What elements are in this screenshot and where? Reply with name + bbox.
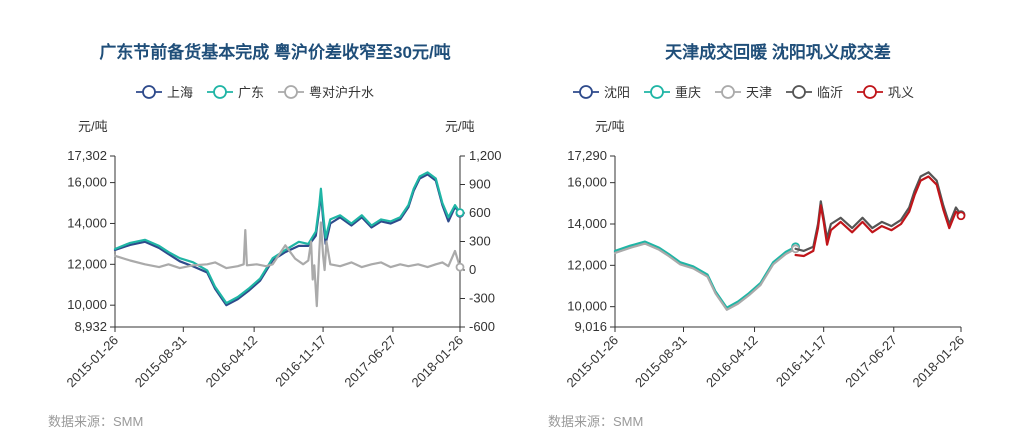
legend-label-临沂: 临沂	[817, 85, 843, 100]
y-right-tick-label: -600	[469, 319, 495, 334]
legend-marker-广东	[213, 85, 227, 99]
x-tick-label: 2015-01-26	[63, 333, 121, 391]
x-tick-label: 2015-01-26	[563, 333, 621, 391]
x-tick-label: 2016-11-17	[773, 333, 830, 390]
legend-marker-上海	[142, 85, 156, 99]
legend-marker-沈阳	[579, 85, 593, 99]
y-right-tick-label: 0	[469, 262, 476, 277]
y-left-tick-label: 17,290	[567, 148, 607, 163]
y-left-tick-label: 14,000	[67, 215, 107, 230]
y-left-tick-label: 17,302	[67, 148, 107, 163]
legend-marker-粤对沪升水	[284, 85, 298, 99]
y-left-tick-label: 8,932	[74, 319, 107, 334]
y-left-tick-label: 12,000	[567, 257, 607, 272]
x-tick-label: 2016-11-17	[272, 333, 329, 390]
legend-marker-重庆	[650, 85, 664, 99]
series-line-粤对沪升水	[113, 221, 462, 308]
x-tick-label: 2015-08-31	[132, 333, 190, 391]
series-line-天津	[613, 242, 797, 311]
chart-title: 广东节前备货基本完成 粤沪价差收窄至30元/吨	[99, 42, 450, 62]
source-note: 数据来源：SMM	[48, 414, 143, 429]
plot-area: 17,302 16,000 14,000 12,000 10,000 8,932 1,200…	[63, 148, 501, 390]
y-right-tick-label: -300	[469, 291, 495, 306]
x-tick-label: 2016-04-12	[703, 333, 761, 391]
y-left-unit-label: 元/吨	[595, 119, 625, 134]
y-left-tick-label: 10,000	[67, 297, 107, 312]
y-left-unit-label: 元/吨	[78, 119, 108, 134]
chart-right-svg: 天津成交回暖 沈阳巩义成交差 沈阳 重庆 天津 临沂 巩义 元/吨 17,290 16,0…	[548, 42, 967, 429]
legend-label-重庆: 重庆	[675, 85, 701, 100]
legend-label-粤对沪升水: 粤对沪升水	[309, 85, 374, 100]
legend-label-沈阳: 沈阳	[604, 85, 630, 100]
x-tick-label: 2015-08-31	[632, 333, 690, 391]
legend-marker-巩义	[863, 85, 877, 99]
x-tick-label: 2016-04-12	[203, 333, 261, 391]
legend-marker-临沂	[792, 85, 806, 99]
legend-marker-天津	[721, 85, 735, 99]
y-left-tick-label: 9,016	[574, 319, 607, 334]
x-tick-label: 2017-06-27	[842, 333, 900, 391]
y-left-tick-label: 10,000	[567, 299, 607, 314]
chart-panel-right: 天津成交回暖 沈阳巩义成交差 沈阳 重庆 天津 临沂 巩义 元/吨 17,290 16,0…	[511, 0, 1022, 438]
y-right-tick-label: 900	[469, 177, 491, 192]
legend: 沈阳 重庆 天津 临沂 巩义	[573, 85, 914, 100]
x-tick-label: 2018-01-26	[909, 333, 967, 391]
legend: 上海 广东 粤对沪升水	[136, 85, 374, 100]
x-tick-label: 2018-01-26	[408, 333, 466, 391]
y-left-tick-label: 14,000	[567, 216, 607, 231]
chart-panel-left: 广东节前备货基本完成 粤沪价差收窄至30元/吨 上海 广东 粤对沪升水 元/吨 元/…	[0, 0, 511, 438]
series-line-广东	[113, 171, 462, 305]
chart-left-svg: 广东节前备货基本完成 粤沪价差收窄至30元/吨 上海 广东 粤对沪升水 元/吨 元/…	[48, 42, 502, 429]
y-right-unit-label: 元/吨	[445, 119, 475, 134]
legend-label-上海: 上海	[167, 85, 193, 100]
series-line-巩义	[794, 175, 963, 258]
y-right-tick-label: 600	[469, 205, 491, 220]
legend-label-巩义: 巩义	[888, 85, 914, 100]
y-right-tick-label: 300	[469, 234, 491, 249]
series-end-marker-巩义	[956, 211, 966, 221]
chart-title: 天津成交回暖 沈阳巩义成交差	[665, 42, 891, 62]
series-end-marker-广东	[455, 208, 465, 218]
y-left-tick-label: 16,000	[567, 175, 607, 190]
series-end-marker-粤对沪升水	[455, 262, 465, 272]
y-left-tick-label: 16,000	[67, 175, 107, 190]
x-tick-label: 2017-06-27	[341, 333, 399, 391]
plot-area: 17,29016,00014,00012,00010,0009,0162015-…	[563, 148, 967, 390]
y-left-tick-label: 12,000	[67, 256, 107, 271]
series-line-上海	[113, 173, 462, 307]
y-right-tick-label: 1,200	[469, 148, 502, 163]
legend-label-广东: 广东	[238, 85, 264, 100]
legend-label-天津: 天津	[746, 85, 772, 100]
source-note: 数据来源：SMM	[548, 414, 643, 429]
